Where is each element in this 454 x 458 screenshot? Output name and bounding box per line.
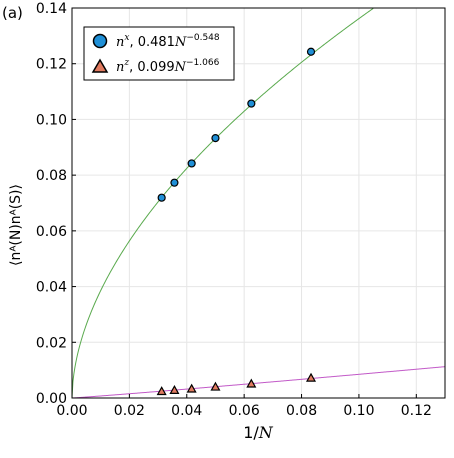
x-tick-label: 0.00 [56, 403, 87, 419]
y-axis-label: ⟨nᴬ(N)nᴬ(S)⟩ [8, 184, 24, 266]
data-point-triangle [186, 383, 197, 393]
y-tick-label: 0.04 [36, 280, 67, 296]
y-tick-label: 0.06 [36, 224, 67, 240]
legend-marker-circle [92, 33, 108, 49]
data-point-circle [170, 178, 179, 187]
x-axis-label-main: 1/ [243, 423, 259, 442]
legend-label-nx: nx, 0.481N−0.548 [116, 33, 220, 50]
y-axis-ticks: 0.00 0.02 0.04 0.06 0.08 0.10 0.12 0.14 [36, 1, 76, 407]
x-axis-ticks: 0.00 0.02 0.04 0.06 0.08 0.10 0.12 [56, 394, 432, 419]
x-axis-label: 1/N [243, 423, 274, 442]
data-point-triangle [156, 386, 167, 396]
data-point-triangle [246, 378, 257, 388]
x-tick-label: 0.04 [171, 403, 202, 419]
x-tick-label: 0.08 [286, 403, 317, 419]
legend-label-nz: nz, 0.099N−1.066 [116, 58, 220, 75]
x-tick-label: 0.02 [114, 403, 145, 419]
y-tick-label: 0.08 [36, 168, 67, 184]
data-point-circle [247, 99, 256, 108]
data-points [156, 47, 317, 396]
fit-curve-nx [71, 7, 374, 399]
data-point-circle [157, 193, 166, 202]
data-point-triangle [305, 372, 317, 382]
legend-box [83, 26, 235, 81]
y-tick-label: 0.14 [36, 1, 67, 17]
y-tick-label: 0.10 [36, 112, 67, 128]
x-axis-label-var: N [258, 423, 274, 442]
fit-curves [71, 7, 446, 399]
data-point-circle [306, 47, 316, 56]
data-point-circle [187, 159, 196, 168]
legend-marker-triangle [91, 58, 109, 73]
plot-frame [71, 7, 446, 399]
data-point-circle [211, 133, 220, 143]
grid [71, 7, 445, 399]
data-point-triangle [210, 381, 221, 391]
panel-label: (a) [2, 4, 23, 22]
x-tick-label: 0.10 [343, 403, 374, 419]
y-tick-label: 0.12 [36, 57, 67, 73]
fit-curve-nz [71, 366, 446, 399]
x-tick-label: 0.06 [229, 403, 260, 419]
y-tick-label: 0.00 [36, 391, 67, 407]
legend: nx, 0.481N−0.548 nz, 0.099N−1.066 [83, 26, 235, 81]
y-tick-label: 0.02 [36, 335, 67, 351]
data-point-triangle [169, 384, 180, 394]
x-tick-label: 0.12 [401, 403, 432, 419]
